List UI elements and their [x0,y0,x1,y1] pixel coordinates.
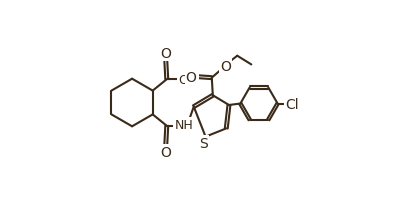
Text: Cl: Cl [285,97,298,111]
Text: NH: NH [174,119,193,132]
Text: O: O [160,145,171,159]
Text: S: S [199,136,208,150]
Text: O: O [186,70,197,84]
Text: O: O [220,59,231,73]
Text: OH: OH [178,73,197,86]
Text: O: O [160,47,171,61]
